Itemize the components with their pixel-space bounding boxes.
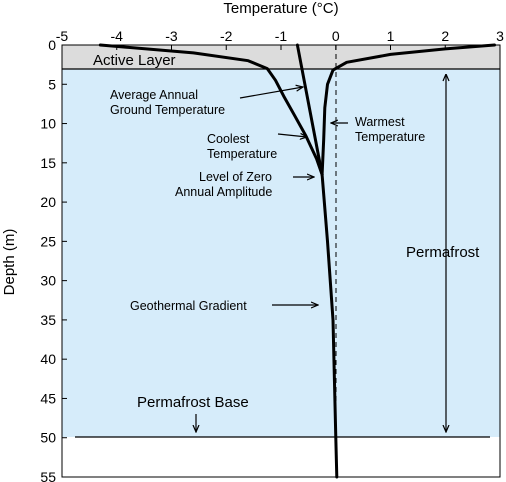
permafrost-base-label: Permafrost Base [137, 394, 249, 411]
x-tick-label: -3 [165, 28, 178, 44]
average-annual-label-1: Average Annual [110, 88, 198, 102]
x-tick-label: 1 [387, 28, 395, 44]
x-tick-label: -5 [56, 28, 69, 44]
y-tick-label: 5 [48, 76, 56, 92]
coolest-label-2: Temperature [207, 147, 277, 161]
y-tick-label: 25 [40, 233, 56, 249]
x-tick-label: -2 [220, 28, 233, 44]
y-tick-label: 55 [40, 469, 56, 482]
y-axis-ticks: 0 5 10 15 20 25 30 35 40 45 50 55 [40, 37, 67, 482]
y-tick-label: 15 [40, 155, 56, 171]
average-annual-label-2: Ground Temperature [110, 103, 225, 117]
y-tick-label: 10 [40, 116, 56, 132]
zero-amplitude-label-1: Level of Zero [199, 170, 272, 184]
y-tick-label: 20 [40, 194, 56, 210]
y-tick-label: 0 [48, 37, 56, 53]
coolest-temperature-curve [98, 43, 324, 177]
y-tick-label: 50 [40, 430, 56, 446]
x-tick-label: -4 [111, 28, 124, 44]
permafrost-label: Permafrost [406, 244, 480, 261]
active-layer-label: Active Layer [93, 52, 176, 69]
y-tick-label: 30 [40, 273, 56, 289]
temperature-curves [98, 43, 496, 479]
zero-amplitude-label-2: Annual Amplitude [175, 185, 272, 199]
x-axis-title: Temperature (°C) [223, 0, 338, 17]
y-axis-title: Depth (m) [1, 229, 18, 296]
x-tick-label: 3 [496, 28, 504, 44]
average-annual-arrow [239, 87, 303, 99]
average-annual-ground-temperature-curve [295, 43, 324, 177]
coolest-label-1: Coolest [207, 132, 250, 146]
geothermal-gradient-label: Geothermal Gradient [130, 299, 247, 313]
coolest-arrow [277, 134, 307, 137]
warmest-label-1: Warmest [355, 115, 405, 129]
y-tick-label: 40 [40, 351, 56, 367]
warmest-label-2: Temperature [355, 130, 425, 144]
x-tick-label: -1 [275, 28, 288, 44]
geothermal-gradient-curve [320, 173, 339, 479]
y-tick-label: 45 [40, 390, 56, 406]
permafrost-region [62, 69, 500, 437]
x-tick-label: 2 [441, 28, 449, 44]
x-tick-label: 0 [332, 28, 340, 44]
y-tick-label: 35 [40, 312, 56, 328]
warmest-temperature-curve [320, 43, 496, 177]
